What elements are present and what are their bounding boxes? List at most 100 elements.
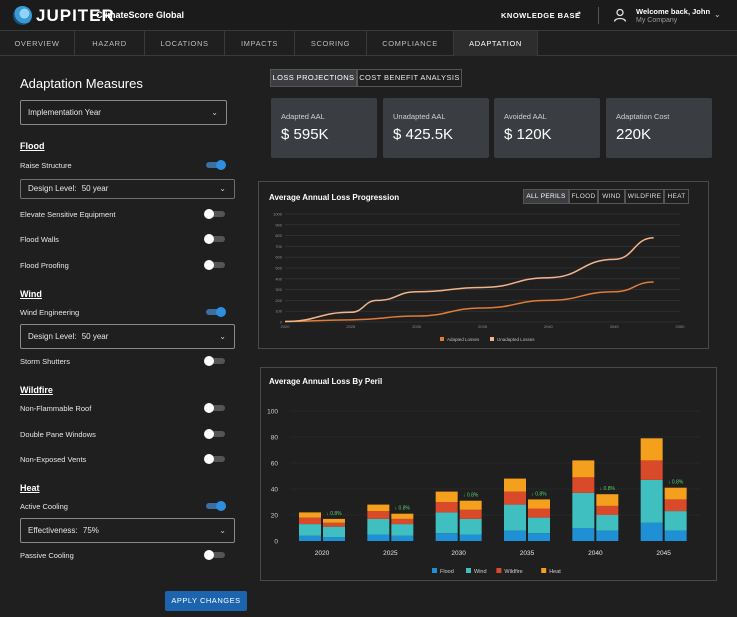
card-value: $ 425.5K — [393, 126, 454, 143]
bar-segment-heat — [367, 504, 390, 512]
storm-shutters-label: Storm Shutters — [20, 357, 71, 366]
y-tick-label: 20 — [271, 513, 279, 520]
bar-segment-wildfire — [664, 499, 687, 512]
implementation-year-select[interactable]: Implementation Year ⌄ — [20, 100, 227, 125]
raise-structure-toggle[interactable] — [204, 160, 226, 170]
bar-segment-heat — [323, 518, 345, 523]
active-cooling-toggle[interactable] — [204, 501, 226, 511]
bar-segment-flood — [664, 530, 687, 541]
loss-by-peril-title: Average Annual Loss By Peril — [269, 377, 383, 386]
effectiveness-label: Effectiveness: — [28, 526, 78, 535]
x-tick-label: 2035 — [478, 324, 488, 329]
loss-projections-tab[interactable]: LOSS PROJECTIONS — [270, 69, 357, 87]
double-pane-windows-toggle[interactable] — [204, 429, 226, 439]
card-value: 220K — [616, 126, 652, 143]
flood-proofing-toggle[interactable] — [204, 260, 226, 270]
chevron-down-icon: ⌄ — [219, 332, 226, 341]
knowledge-base-link[interactable]: KNOWLEDGE BASE — [501, 11, 581, 20]
legend-swatch — [432, 568, 437, 573]
effectiveness-select[interactable]: Effectiveness: 75% ⌄ — [20, 518, 235, 543]
legend-swatch — [466, 568, 471, 573]
bar-segment-flood — [299, 535, 321, 541]
tab-scoring[interactable]: SCORING — [295, 31, 367, 56]
change-label: ↓ 0.8% — [668, 480, 684, 486]
bar-segment-wildfire — [367, 511, 390, 519]
bar-segment-heat — [299, 512, 321, 518]
x-tick-label: 2035 — [520, 550, 535, 557]
flood-design-level-select[interactable]: Design Level: 50 year ⌄ — [20, 179, 235, 199]
y-tick-label: 40 — [271, 487, 279, 494]
peril-wildfire-button[interactable]: WILDFIRE — [625, 189, 664, 204]
y-tick-label: 200 — [275, 298, 282, 303]
bar-segment-wind — [299, 524, 321, 536]
raise-structure-label: Raise Structure — [20, 161, 72, 170]
bar-segment-wildfire — [299, 517, 321, 525]
bar-segment-flood — [367, 534, 390, 541]
bar-segment-heat — [596, 494, 619, 506]
card-value: $ 120K — [504, 126, 552, 143]
legend-label: Wildfire — [504, 569, 522, 575]
peril-wind-button[interactable]: WIND — [598, 189, 625, 204]
chevron-down-icon: ⌄ — [211, 108, 218, 117]
bar-segment-heat — [528, 499, 550, 509]
user-menu-chevron-icon[interactable]: ⌄ — [714, 10, 721, 19]
external-link-icon[interactable]: ↗ — [574, 9, 582, 19]
change-label: ↓ 0.8% — [600, 486, 616, 492]
bar-segment-wind — [664, 511, 687, 531]
effectiveness-value: 75% — [82, 526, 99, 535]
non-flammable-roof-toggle[interactable] — [204, 403, 226, 413]
card-label: Adapted AAL — [281, 112, 325, 121]
jupiter-logo-icon — [13, 6, 32, 25]
bar-segment-heat — [664, 487, 687, 500]
wind-design-level-select[interactable]: Design Level: 50 year ⌄ — [20, 324, 235, 349]
non-exposed-vents-toggle[interactable] — [204, 454, 226, 464]
x-tick-label: 2025 — [383, 550, 398, 557]
header-divider — [598, 7, 599, 24]
passive-cooling-toggle[interactable] — [204, 550, 226, 560]
tab-adaptation[interactable]: ADAPTATION — [454, 31, 538, 56]
tab-impacts[interactable]: IMPACTS — [225, 31, 295, 56]
storm-shutters-toggle[interactable] — [204, 356, 226, 366]
loss-progression-panel — [258, 181, 709, 349]
bar-segment-wind — [367, 518, 390, 535]
y-tick-label: 600 — [275, 255, 282, 260]
tab-compliance[interactable]: COMPLIANCE — [367, 31, 454, 56]
user-icon[interactable] — [613, 8, 627, 22]
design-level-label: Design Level: — [28, 184, 77, 193]
bar-segment-wind — [596, 515, 619, 531]
tab-hazard[interactable]: HAZARD — [75, 31, 145, 56]
tab-locations[interactable]: LOCATIONS — [145, 31, 225, 56]
cost-benefit-analysis-tab[interactable]: COST BENEFIT ANALYSIS — [357, 69, 462, 87]
adapted-aal-card: Adapted AAL $ 595K — [271, 98, 377, 158]
y-tick-label: 800 — [275, 233, 282, 238]
bar-segment-wind — [391, 524, 414, 536]
bar-segment-flood — [528, 533, 550, 541]
product-name: ClimateScore Global — [96, 10, 185, 20]
flood-walls-toggle[interactable] — [204, 234, 226, 244]
wind-engineering-toggle[interactable] — [204, 307, 226, 317]
x-tick-label: 2020 — [315, 550, 330, 557]
bar-segment-wind — [572, 492, 595, 528]
bar-segment-flood — [504, 530, 526, 541]
legend-swatch — [541, 568, 547, 573]
y-tick-label: 400 — [275, 276, 282, 281]
series-line-adapted-losses — [284, 281, 654, 323]
bar-segment-flood — [323, 537, 345, 541]
section-heat: Heat — [20, 483, 40, 493]
series-line-unadapted-losses — [284, 237, 654, 323]
loss-progression-chart: 0 100 200 300 400 500 600 700 800 900 1000 2020 2025… — [273, 212, 685, 343]
passive-cooling-label: Passive Cooling — [20, 551, 74, 560]
bar-segment-heat — [435, 491, 458, 502]
legend-swatch — [440, 337, 444, 341]
bar-segment-wildfire — [572, 477, 595, 493]
elevate-equipment-toggle[interactable] — [204, 209, 226, 219]
peril-flood-button[interactable]: FLOOD — [569, 189, 598, 204]
apply-changes-button[interactable]: APPLY CHANGES — [165, 591, 247, 611]
peril-heat-button[interactable]: HEAT — [664, 189, 689, 204]
y-tick-label: 500 — [275, 266, 282, 271]
tab-overview[interactable]: OVERVIEW — [0, 31, 75, 56]
peril-all-button[interactable]: ALL PERILS — [523, 189, 569, 204]
bar-segment-wildfire — [435, 502, 458, 513]
bar-segment-wildfire — [640, 460, 663, 480]
card-label: Unadapted AAL — [393, 112, 446, 121]
